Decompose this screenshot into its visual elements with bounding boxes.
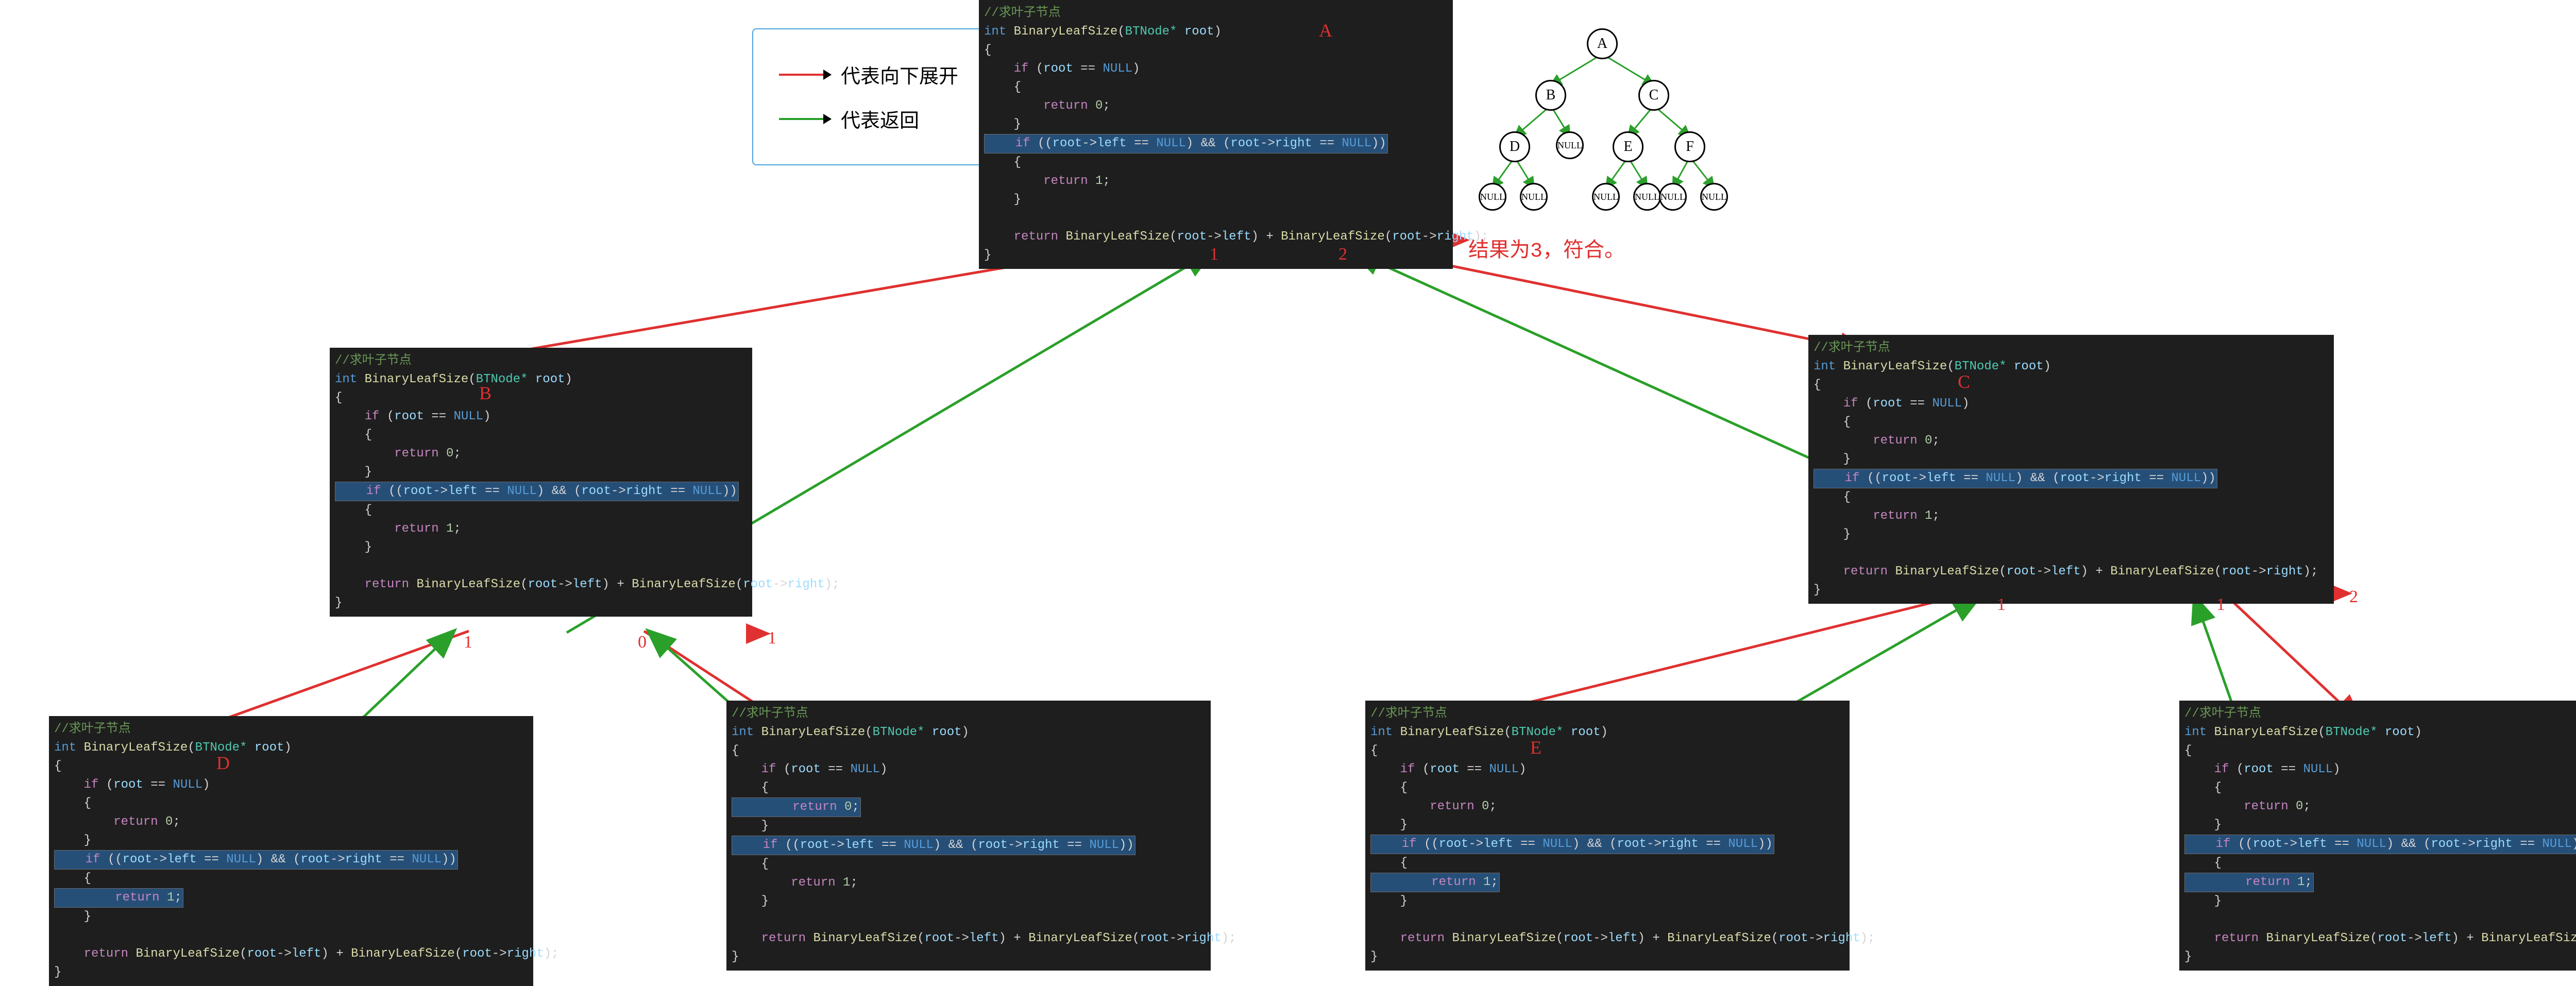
binary-tree-diagram: ABCDNULLEFNULLNULLNULLNULLNULLNULL	[1468, 28, 1747, 234]
tree-node: NULL	[1659, 183, 1687, 211]
tree-node: NULL	[1479, 183, 1506, 211]
tree-node: A	[1587, 28, 1618, 59]
code-signature: int BinaryLeafSize(BTNode* root)	[1814, 358, 2329, 376]
code-return-recursive: return BinaryLeafSize(root->left) + Bina…	[732, 929, 1206, 948]
return-value-label: 0	[638, 633, 647, 652]
tree-node: C	[1638, 80, 1669, 111]
tree-node: NULL	[1700, 183, 1728, 211]
return-value-label: 1	[768, 628, 776, 648]
tree-node: NULL	[1633, 183, 1661, 211]
tree-node: NULL	[1592, 183, 1620, 211]
recursion-label: A	[1319, 20, 1332, 41]
code-comment: //求叶子节点	[732, 705, 1206, 723]
tree-node: B	[1535, 80, 1566, 111]
tree-node: NULL	[1556, 131, 1584, 159]
result-text: 结果为3，符合。	[1468, 233, 1625, 263]
code-comment: //求叶子节点	[1370, 705, 1844, 723]
tree-node: E	[1613, 131, 1643, 162]
code-return-recursive: return BinaryLeafSize(root->left) + Bina…	[2184, 929, 2576, 948]
tree-node: F	[1674, 131, 1705, 162]
legend: 代表向下展开代表返回	[752, 28, 989, 165]
code-block-c: //求叶子节点int BinaryLeafSize(BTNode* root){…	[1808, 335, 2334, 604]
tree-node: NULL	[1520, 183, 1548, 211]
code-comment: //求叶子节点	[2184, 705, 2576, 723]
code-signature: int BinaryLeafSize(BTNode* root)	[732, 723, 1206, 742]
code-signature: int BinaryLeafSize(BTNode* root)	[335, 370, 747, 389]
code-return-recursive: return BinaryLeafSize(root->left) + Bina…	[1814, 563, 2329, 581]
recursion-label: B	[479, 382, 492, 404]
legend-label: 代表返回	[841, 105, 919, 133]
code-comment: //求叶子节点	[54, 720, 528, 739]
code-return-recursive: return BinaryLeafSize(root->left) + Bina…	[335, 575, 747, 594]
tree-node: D	[1499, 131, 1530, 162]
return-value-label: 2	[2349, 587, 2358, 607]
return-value-label: 1	[1210, 245, 1218, 264]
code-block-b: //求叶子节点int BinaryLeafSize(BTNode* root){…	[330, 348, 752, 617]
legend-item: 代表向下展开	[779, 60, 962, 89]
legend-label: 代表向下展开	[841, 60, 958, 89]
legend-line	[779, 74, 831, 76]
code-return-recursive: return BinaryLeafSize(root->left) + Bina…	[1370, 929, 1844, 948]
code-comment: //求叶子节点	[335, 352, 747, 370]
code-block-e: //求叶子节点int BinaryLeafSize(BTNode* root){…	[1365, 701, 1850, 971]
code-comment: //求叶子节点	[984, 4, 1448, 23]
return-value-label: 1	[464, 633, 472, 652]
code-signature: int BinaryLeafSize(BTNode* root)	[1370, 723, 1844, 742]
legend-item: 代表返回	[779, 105, 962, 133]
return-value-label: 1	[1997, 595, 2006, 615]
code-return-recursive: return BinaryLeafSize(root->left) + Bina…	[54, 945, 528, 963]
code-return-recursive: return BinaryLeafSize(root->left) + Bina…	[984, 228, 1448, 246]
return-value-label: 1	[2216, 595, 2225, 615]
code-signature: int BinaryLeafSize(BTNode* root)	[984, 23, 1448, 41]
legend-line	[779, 118, 831, 120]
code-signature: int BinaryLeafSize(BTNode* root)	[2184, 723, 2576, 742]
recursion-label: E	[1530, 737, 1541, 758]
code-block-nul: //求叶子节点int BinaryLeafSize(BTNode* root){…	[726, 701, 1211, 971]
recursion-label: D	[216, 752, 230, 774]
code-block-d: //求叶子节点int BinaryLeafSize(BTNode* root){…	[49, 716, 533, 986]
code-signature: int BinaryLeafSize(BTNode* root)	[54, 739, 528, 757]
return-value-label: 2	[1338, 245, 1347, 264]
recursion-label: C	[1958, 371, 1970, 393]
code-block-a: //求叶子节点int BinaryLeafSize(BTNode* root){…	[979, 0, 1453, 269]
code-block-f: //求叶子节点int BinaryLeafSize(BTNode* root){…	[2179, 701, 2576, 971]
code-comment: //求叶子节点	[1814, 339, 2329, 358]
